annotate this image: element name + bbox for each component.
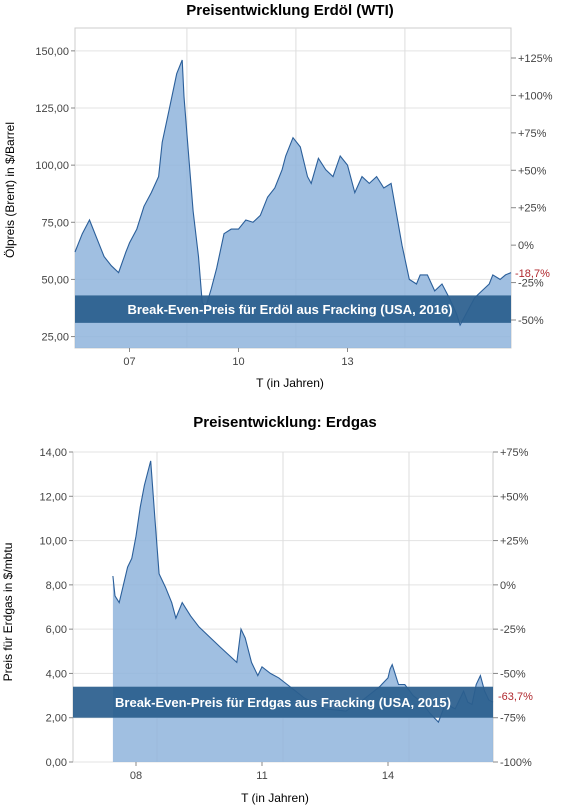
x-tick-label: 14 bbox=[382, 770, 394, 782]
x-tick-label: 07 bbox=[123, 356, 135, 368]
oil-y-axis-right: -50% -25% 0% +25% +50% +75% +100% +125% bbox=[511, 53, 553, 327]
x-tick-label: 11 bbox=[256, 770, 267, 782]
y-tick-label: 2,00 bbox=[46, 713, 67, 725]
gas-price-chart: Preisentwicklung: Erdgas Break-Even-Prei… bbox=[1, 414, 533, 805]
y2-tick-label: +75% bbox=[500, 447, 529, 459]
oil-area-layer bbox=[74, 59, 512, 348]
y2-tick-label: -50% bbox=[518, 315, 544, 327]
y-tick-label: 6,00 bbox=[46, 624, 67, 636]
y-tick-label: 125,00 bbox=[35, 103, 69, 115]
y-tick-label: 25,00 bbox=[41, 332, 69, 344]
oil-last-value-label: -18,7% bbox=[515, 268, 550, 280]
gas-x-axis-label: T (in Jahren) bbox=[241, 791, 309, 805]
y2-tick-label: 0% bbox=[500, 580, 516, 592]
y-tick-label: 75,00 bbox=[41, 217, 69, 229]
series-area bbox=[75, 60, 511, 348]
y2-tick-label: +100% bbox=[518, 90, 553, 102]
y-tick-label: 0,00 bbox=[46, 757, 67, 769]
oil-price-chart: Preisentwicklung Erdöl (WTI) Break-Even-… bbox=[3, 2, 553, 390]
oil-chart-title: Preisentwicklung Erdöl (WTI) bbox=[186, 2, 394, 19]
breakeven-band-label: Break-Even-Preis für Erdöl aus Fracking … bbox=[127, 302, 452, 317]
y2-tick-label: -25% bbox=[500, 624, 526, 636]
y2-tick-label: -75% bbox=[500, 713, 526, 725]
y-tick-label: 14,00 bbox=[39, 447, 67, 459]
oil-x-axis: 07 10 13 bbox=[123, 348, 354, 368]
series-line bbox=[74, 59, 512, 327]
y-tick-label: 12,00 bbox=[39, 491, 67, 503]
y2-tick-label: +50% bbox=[518, 165, 547, 177]
breakeven-band bbox=[75, 295, 511, 323]
y-tick-label: 100,00 bbox=[35, 160, 69, 172]
y2-tick-label: +50% bbox=[500, 491, 529, 503]
y2-tick-label: -50% bbox=[500, 668, 526, 680]
y2-tick-label: 0% bbox=[518, 240, 534, 252]
breakeven-band bbox=[73, 686, 493, 718]
y2-tick-label: +25% bbox=[518, 203, 547, 215]
gas-y-axis-label: Preis für Erdgas in $/mbtu bbox=[1, 543, 15, 682]
y-tick-label: 50,00 bbox=[41, 274, 69, 286]
x-tick-label: 08 bbox=[130, 770, 142, 782]
x-tick-label: 10 bbox=[232, 356, 244, 368]
breakeven-band-label: Break-Even-Preis für Erdgas aus Fracking… bbox=[115, 695, 451, 710]
oil-y-axis-label: Ölpreis (Brent) in $/Barrel bbox=[3, 122, 17, 258]
gas-y-axis-left: 0,00 2,00 4,00 6,00 8,00 10,00 12,00 14,00 bbox=[39, 447, 73, 769]
y2-tick-label: +75% bbox=[518, 128, 547, 140]
y-tick-label: 4,00 bbox=[46, 668, 67, 680]
gas-breakeven-band-group: Break-Even-Preis für Erdgas aus Fracking… bbox=[73, 686, 493, 718]
gas-x-axis: 08 11 14 bbox=[130, 762, 394, 782]
oil-x-axis-label: T (in Jahren) bbox=[256, 376, 324, 390]
y-tick-label: 8,00 bbox=[46, 580, 67, 592]
y2-tick-label: +125% bbox=[518, 53, 553, 65]
y2-tick-label: -25% bbox=[518, 278, 544, 290]
y-tick-label: 10,00 bbox=[39, 536, 67, 548]
gas-last-value-label: -63,7% bbox=[498, 691, 533, 703]
y2-tick-label: +25% bbox=[500, 536, 529, 548]
oil-breakeven-band-group: Break-Even-Preis für Erdöl aus Fracking … bbox=[75, 295, 511, 323]
oil-y-axis-left: 25,00 50,00 75,00 100,00 125,00 150,00 bbox=[35, 46, 75, 344]
y2-tick-label: -100% bbox=[500, 757, 532, 769]
gas-y-axis-right: -100% -75% -50% -25% 0% +25% +50% +75% bbox=[493, 447, 532, 769]
gas-chart-title: Preisentwicklung: Erdgas bbox=[193, 414, 376, 431]
x-tick-label: 13 bbox=[341, 356, 353, 368]
y-tick-label: 150,00 bbox=[35, 46, 69, 58]
